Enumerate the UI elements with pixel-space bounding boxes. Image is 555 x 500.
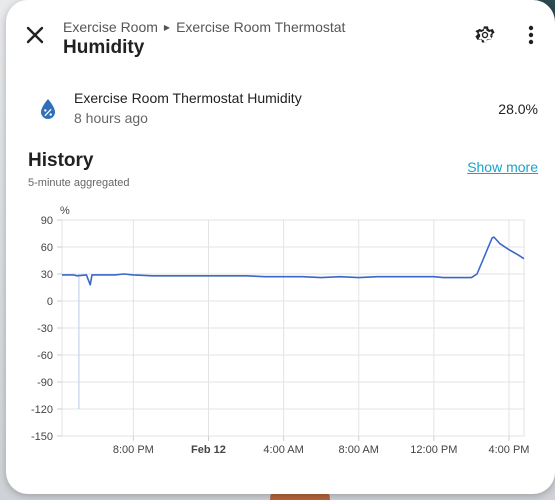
more-options-button[interactable] (518, 22, 544, 48)
gear-icon (475, 26, 495, 43)
settings-button[interactable] (472, 22, 498, 48)
more-info-dialog: Exercise Room ▶ Exercise Room Thermostat… (6, 0, 555, 494)
more-vert-icon (528, 25, 534, 45)
x-tick-label: 8:00 PM (113, 444, 154, 456)
y-tick-label: -150 (31, 431, 53, 443)
x-tick-label: 4:00 PM (488, 444, 529, 456)
dialog-title: Humidity (63, 37, 145, 58)
x-tick-label: Feb 12 (191, 444, 226, 456)
entity-state-value: 28.0% (498, 101, 538, 117)
y-tick-label: -90 (37, 377, 53, 389)
breadcrumb-separator-icon: ▶ (163, 22, 171, 32)
close-button[interactable] (20, 20, 50, 50)
humidity-series-line (62, 236, 525, 286)
entity-last-changed: 8 hours ago (74, 110, 148, 126)
x-tick-label: 4:00 AM (263, 444, 303, 456)
y-tick-label: -60 (37, 350, 53, 362)
water-percent-icon (41, 99, 55, 119)
show-more-link[interactable]: Show more (467, 159, 538, 175)
entity-name: Exercise Room Thermostat Humidity (74, 90, 302, 106)
history-title: History (28, 150, 94, 171)
breadcrumb-item-area[interactable]: Exercise Room (63, 19, 158, 35)
entity-state-row[interactable]: Exercise Room Thermostat Humidity 8 hour… (6, 84, 555, 130)
history-chart[interactable]: 90 60 30 0 -30 -60 -90 -120 -150 8:00 PM Feb 12 4:0… (6, 200, 555, 462)
y-tick-label: 30 (41, 269, 53, 281)
x-tick-label: 8:00 AM (339, 444, 379, 456)
history-subtitle: 5-minute aggregated (28, 177, 130, 189)
close-icon (26, 26, 44, 44)
y-tick-label: -30 (37, 323, 53, 335)
y-tick-label: 0 (47, 296, 53, 308)
y-tick-label: 90 (41, 215, 53, 227)
x-tick-label: 12:00 PM (410, 444, 457, 456)
dialog-header: Exercise Room ▶ Exercise Room Thermostat… (6, 0, 555, 70)
breadcrumb-item-device[interactable]: Exercise Room Thermostat (176, 19, 346, 35)
y-axis-unit-label: % (60, 205, 70, 217)
y-tick-label: 60 (41, 242, 53, 254)
breadcrumb: Exercise Room ▶ Exercise Room Thermostat (63, 19, 345, 35)
y-tick-label: -120 (31, 404, 53, 416)
